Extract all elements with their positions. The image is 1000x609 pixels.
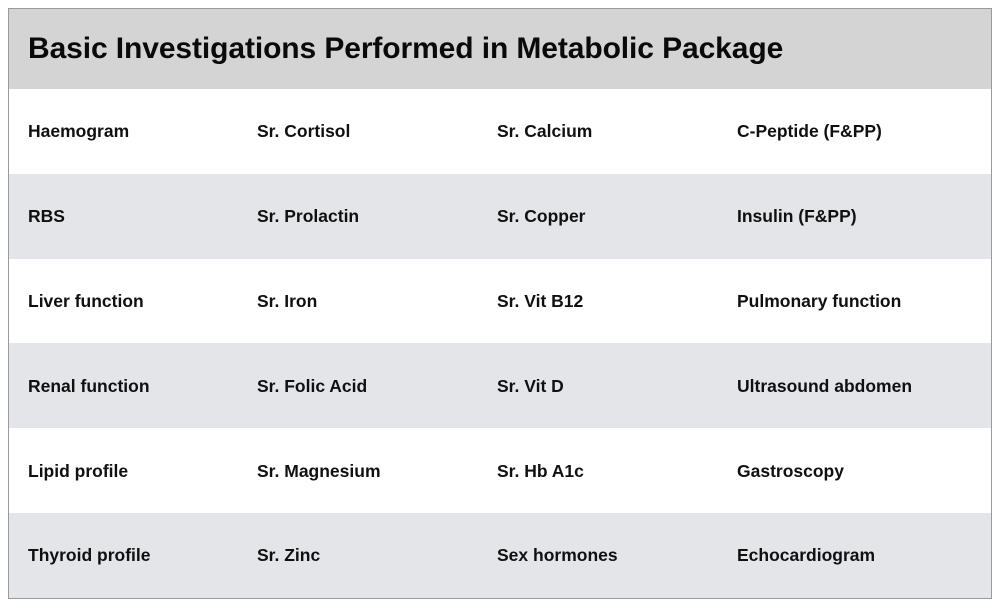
table-cell: Sr. Zinc bbox=[257, 545, 321, 566]
table-cell: Sr. Folic Acid bbox=[257, 375, 368, 396]
table-row: RBS Sr. Prolactin Sr. Copper Insulin (F&… bbox=[9, 173, 991, 259]
table-cell: Renal function bbox=[28, 375, 150, 396]
table-cell: Ultrasound abdomen bbox=[737, 375, 913, 396]
table-cell: Lipid profile bbox=[28, 460, 129, 481]
table-cell: C-Peptide (F&PP) bbox=[737, 121, 882, 142]
table-cell: Sex hormones bbox=[497, 545, 618, 566]
table-row: Renal function Sr. Folic Acid Sr. Vit D … bbox=[9, 343, 991, 429]
table-cell: Sr. Iron bbox=[257, 291, 318, 311]
table-cell: Sr. Vit B12 bbox=[497, 291, 584, 311]
table-cell: Sr. Calcium bbox=[497, 121, 593, 142]
table-cell: Echocardiogram bbox=[737, 545, 876, 566]
table-cell: Pulmonary function bbox=[737, 291, 902, 311]
table-row: Lipid profile Sr. Magnesium Sr. Hb A1c G… bbox=[9, 428, 991, 514]
table-cell: Liver function bbox=[28, 291, 144, 311]
table-cell: Sr. Hb A1c bbox=[497, 460, 584, 481]
table-row: Thyroid profile Sr. Zinc Sex hormones Ec… bbox=[9, 513, 991, 598]
table-cell: RBS bbox=[28, 206, 65, 227]
table-cell: Thyroid profile bbox=[28, 545, 151, 566]
table-cell: Sr. Vit D bbox=[497, 375, 564, 396]
table-row: Haemogram Sr. Cortisol Sr. Calcium C-Pep… bbox=[9, 89, 991, 174]
table-cell: Sr. Magnesium bbox=[257, 460, 381, 481]
page-title: Basic Investigations Performed in Metabo… bbox=[28, 32, 784, 65]
investigations-table: Basic Investigations Performed in Metabo… bbox=[8, 8, 992, 599]
table-title-bar: Basic Investigations Performed in Metabo… bbox=[9, 9, 991, 89]
table-cell: Haemogram bbox=[28, 121, 130, 142]
table-row: Liver function Sr. Iron Sr. Vit B12 Pulm… bbox=[9, 258, 991, 344]
table-cell: Sr. Cortisol bbox=[257, 121, 351, 142]
table-cell: Insulin (F&PP) bbox=[737, 206, 857, 227]
table-cell: Sr. Copper bbox=[497, 206, 586, 227]
table-body: Haemogram Sr. Cortisol Sr. Calcium C-Pep… bbox=[9, 89, 991, 598]
table-cell: Sr. Prolactin bbox=[257, 206, 360, 227]
table-cell: Gastroscopy bbox=[737, 460, 844, 481]
